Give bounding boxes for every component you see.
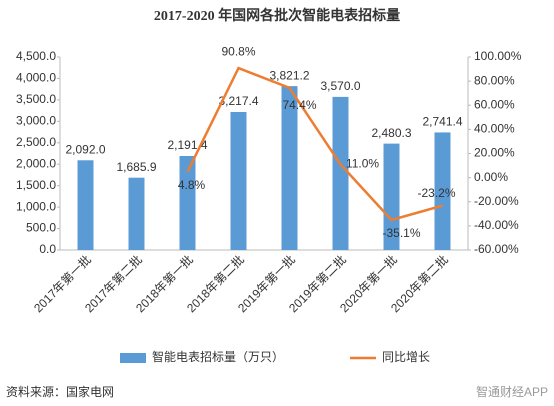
bar-label: 2,480.3	[371, 126, 411, 140]
bar	[128, 177, 145, 250]
bar	[179, 156, 196, 250]
legend-label: 同比增长	[382, 350, 430, 364]
line-label: 11.0%	[346, 157, 379, 171]
legend-label: 智能电表招标量（万只）	[152, 349, 284, 364]
y-tick-label: 2,500.0	[16, 135, 56, 149]
y2-tick-label: -60.00%	[474, 242, 519, 256]
y2-tick-label: -20.00%	[474, 194, 519, 208]
y2-tick-label: 100.00%	[474, 49, 522, 63]
chart-title: 2017-2020 年国网各批次智能电表招标量	[154, 7, 400, 24]
line-label: 74.4%	[282, 98, 316, 112]
y-tick-label: 4,500.0	[16, 49, 56, 63]
line-label: 90.8%	[221, 44, 255, 58]
line-label: -23.2%	[417, 186, 455, 200]
bar	[230, 112, 247, 250]
y2-tick-label: -40.00%	[474, 218, 519, 232]
y2-tick-label: 20.00%	[474, 146, 515, 160]
bar	[77, 160, 94, 250]
y-tick-label: 3,500.0	[16, 92, 56, 106]
y2-tick-label: 60.00%	[474, 97, 515, 111]
y-tick-label: 1,500.0	[16, 178, 56, 192]
watermark: 智通财经APP	[476, 384, 548, 399]
y-tick-label: 4,000.0	[16, 71, 56, 85]
bar	[434, 132, 451, 250]
y-tick-label: 2,000.0	[16, 156, 56, 170]
y-tick-label: 0.0	[39, 242, 56, 256]
bar	[383, 143, 400, 250]
line	[186, 66, 443, 222]
y2-tick-label: 40.00%	[474, 122, 515, 136]
bar	[281, 86, 298, 250]
bar-label: 2,092.0	[65, 142, 105, 156]
line-label: 4.8%	[178, 178, 206, 192]
y-tick-label: 3,000.0	[16, 114, 56, 128]
legend-swatch	[120, 353, 146, 363]
bar-label: 2,741.4	[422, 115, 462, 129]
y-tick-label: 1,000.0	[16, 199, 56, 213]
y2-tick-label: 0.00%	[474, 170, 508, 184]
bar-label: 3,217.4	[218, 94, 258, 108]
y2-tick-label: 80.00%	[474, 73, 515, 87]
bar-label: 3,821.2	[269, 68, 309, 82]
bar-label: 1,685.9	[116, 160, 156, 174]
source: 资料来源：国家电网	[6, 384, 114, 399]
bar	[332, 96, 349, 251]
bar-label: 3,570.0	[320, 79, 360, 93]
line-label: -35.1%	[382, 226, 420, 240]
y-tick-label: 500.0	[26, 221, 56, 235]
